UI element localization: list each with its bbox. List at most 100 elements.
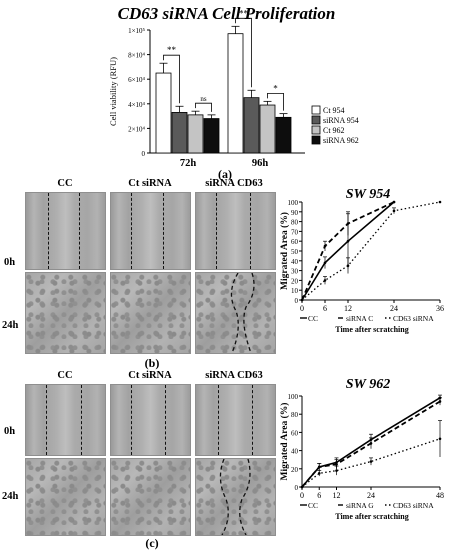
x-tick-label: 12	[344, 304, 352, 313]
y-tick-label: 80	[291, 219, 299, 227]
x-tick-label: 6	[323, 304, 327, 313]
micrograph-cc-0h	[25, 192, 106, 270]
chart-title: SW 954	[346, 187, 390, 202]
micrograph-ct-sirna-0h-sw962	[110, 384, 191, 456]
y-tick-label: 30	[291, 268, 299, 276]
x-tick-label: 6	[317, 491, 321, 500]
y-tick-label: 10	[291, 287, 299, 295]
data-point	[300, 485, 304, 489]
micrograph-ct-sirna-24h-sw962	[110, 458, 191, 536]
significance-bracket	[235, 17, 252, 88]
y-tick-label: 50	[291, 248, 299, 256]
y-axis-title: Migrated Area (%)	[280, 403, 290, 481]
y-tick-label: 0	[295, 297, 299, 305]
panel-label-c: (c)	[145, 536, 159, 550]
y-tick-label: 70	[291, 228, 299, 236]
proliferation-bar-chart: 0 2×10⁴ 4×10⁴ 6×10⁴ 8×10⁴ 1×10⁵ Cell viability…	[108, 8, 359, 169]
legend-label: CD63 siRNA	[393, 501, 434, 510]
x-axis-title: Time after scratching	[335, 512, 408, 521]
legend-label: CC	[308, 501, 318, 510]
column-label-ct-sirna-b: Ct siRNA	[128, 178, 172, 189]
y-tick-label: 90	[291, 209, 299, 217]
page-title: CD63 siRNA Cell Proliferation	[117, 4, 336, 23]
bar-ct-954-72h	[155, 72, 172, 154]
significance-label: ns	[200, 95, 207, 103]
y-axis-title: Migrated Area (%)	[280, 212, 290, 290]
bar-sirna-954-96h	[243, 97, 260, 154]
y-axis-title: Cell viability (RFU)	[108, 57, 118, 126]
x-category-label: 72h	[180, 158, 197, 169]
micrograph-sirna-cd63-24h-sw962	[195, 458, 276, 536]
significance-bracket	[163, 54, 180, 104]
legend-label: siRNA 962	[323, 136, 359, 145]
row-label-0h-b: 0h	[4, 257, 16, 268]
column-label-sirna-cd63-c: siRNA CD63	[205, 370, 263, 381]
legend-swatch	[311, 115, 321, 125]
x-tick-label: 48	[436, 491, 444, 500]
y-tick-label: 100	[288, 393, 299, 401]
legend-label: Ct 962	[323, 126, 345, 135]
migration-chart-sw962: SW 962 0 20 40 60 80 100 0 6 12 24 48 Migrated Area …	[280, 377, 444, 521]
column-label-cc-b: CC	[57, 178, 73, 189]
data-point	[300, 298, 304, 302]
y-tick-label: 1×10⁵	[128, 27, 145, 35]
y-tick-label: 8×10⁴	[128, 52, 145, 60]
y-tick-label: 40	[291, 258, 299, 266]
y-tick-label: 60	[291, 429, 299, 437]
series-line-cd63-sirna	[301, 201, 441, 301]
micrograph-sirna-cd63-24h	[195, 272, 276, 354]
x-tick-label: 36	[436, 304, 444, 313]
micrograph-ct-sirna-24h	[110, 272, 191, 354]
y-tick-label: 2×10⁴	[128, 125, 145, 133]
bar-ct-962-96h	[259, 104, 276, 154]
bar-sirna-954-72h	[171, 112, 188, 154]
x-tick-label: 24	[390, 304, 398, 313]
legend-swatch	[311, 105, 321, 115]
y-tick-label: 100	[288, 199, 299, 207]
data-point	[392, 200, 396, 204]
row-label-24h-b: 24h	[2, 320, 19, 331]
column-label-cc-c: CC	[57, 370, 73, 381]
y-tick-label: 0	[295, 484, 299, 492]
column-label-ct-sirna-c: Ct siRNA	[128, 370, 172, 381]
x-tick-label: 0	[300, 491, 304, 500]
significance-bracket	[195, 102, 212, 112]
data-point	[438, 200, 442, 204]
significance-label: *	[273, 83, 278, 93]
legend-swatch	[311, 125, 321, 135]
legend-label: siRNA G	[346, 501, 374, 510]
y-tick-label: 0	[142, 150, 146, 158]
legend-label: Ct 954	[323, 106, 345, 115]
chart-title: SW 962	[346, 377, 390, 392]
significance-label: **	[167, 45, 177, 55]
legend-swatch	[311, 135, 321, 145]
y-tick-label: 6×10⁴	[128, 76, 145, 84]
micrograph-cc-24h	[25, 272, 106, 354]
bar-sirna-962-72h	[203, 118, 220, 154]
bar-sirna-962-96h	[275, 116, 292, 154]
legend-label: siRNA 954	[323, 116, 359, 125]
y-tick-label: 80	[291, 411, 299, 419]
micrograph-sirna-cd63-0h	[195, 192, 276, 270]
x-category-label: 96h	[252, 158, 269, 169]
legend-label: CD63 siRNA	[393, 314, 434, 323]
x-axis-title: Time after scratching	[335, 325, 408, 334]
row-label-24h-c: 24h	[2, 491, 19, 502]
legend-label: siRNA C	[346, 314, 373, 323]
series-line-cc	[301, 201, 395, 301]
column-label-sirna-cd63-b: siRNA CD63	[205, 178, 263, 189]
y-tick-label: 4×10⁴	[128, 101, 145, 109]
micrograph-cc-0h-sw962	[25, 384, 106, 456]
y-tick-label: 60	[291, 238, 299, 246]
significance-label: **	[239, 8, 249, 18]
significance-bracket	[267, 92, 284, 111]
panel-label-a: (a)	[218, 167, 232, 181]
x-tick-label: 12	[333, 491, 341, 500]
x-tick-label: 0	[300, 304, 304, 313]
legend-label: CC	[308, 314, 318, 323]
panel-label-b: (b)	[144, 356, 160, 370]
bar-ct-954-96h	[227, 33, 244, 154]
micrograph-ct-sirna-0h	[110, 192, 191, 270]
y-tick-label: 40	[291, 448, 299, 456]
